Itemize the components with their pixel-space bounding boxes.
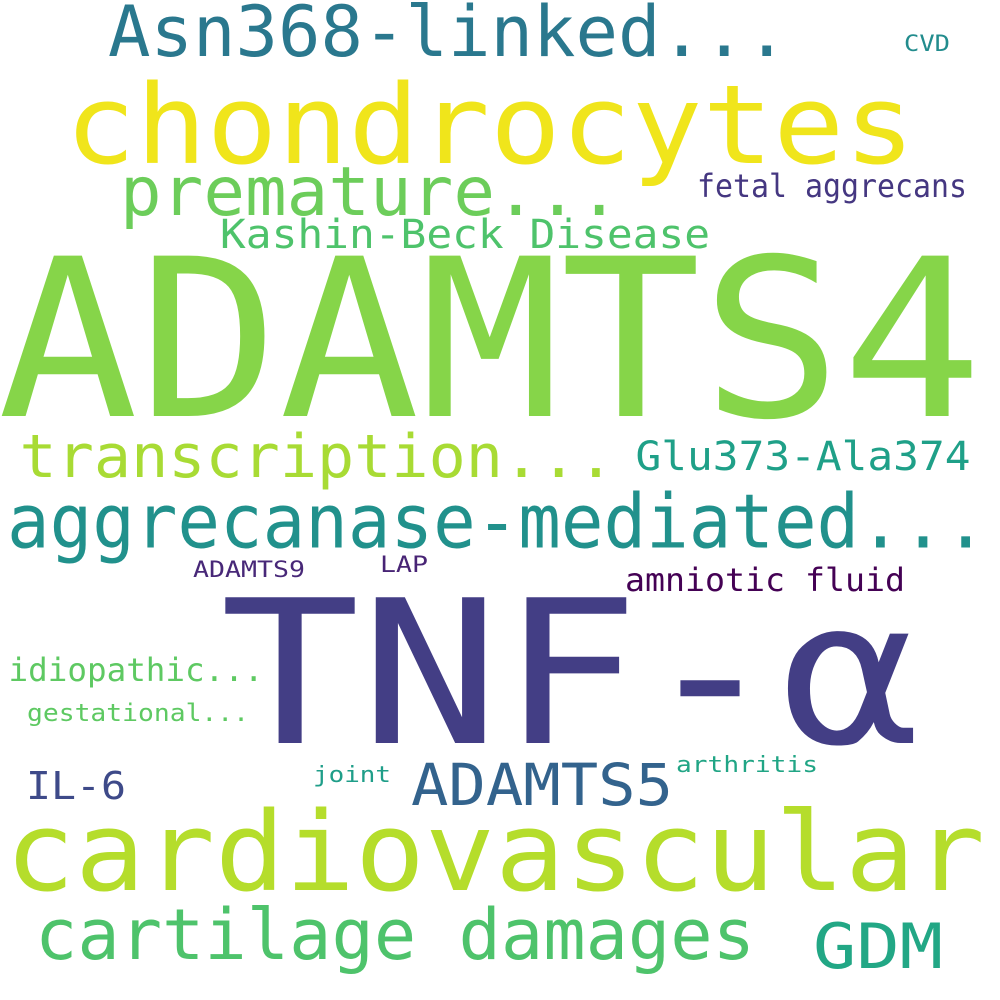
word-idiopathic: idiopathic... bbox=[8, 651, 264, 689]
word-fetal-aggrecans: fetal aggrecans bbox=[697, 167, 967, 205]
word-tnf-alpha: TNF-α bbox=[220, 558, 920, 791]
word-aggrecanase-mediated: aggrecanase-mediated... bbox=[7, 477, 987, 566]
word-glu373-ala374: Glu373-Ala374 bbox=[635, 434, 971, 480]
word-adamts5: ADAMTS5 bbox=[411, 751, 673, 819]
word-arthritis: arthritis bbox=[676, 753, 818, 778]
word-cvd: CVD bbox=[904, 32, 950, 57]
word-adamts4: ADAMTS4 bbox=[0, 212, 983, 468]
word-asn368-linked: Asn368-linked... bbox=[108, 0, 788, 73]
word-il-6: IL-6 bbox=[26, 764, 126, 808]
word-cardiovascular: cardiovascular bbox=[4, 788, 985, 916]
word-joint: joint bbox=[313, 763, 391, 788]
word-premature: premature... bbox=[120, 153, 621, 232]
word-gdm: GDM bbox=[813, 910, 943, 983]
word-adamts9: ADAMTS9 bbox=[193, 558, 305, 583]
word-kashin-beck-disease: Kashin-Beck Disease bbox=[220, 212, 710, 258]
word-lap: LAP bbox=[380, 553, 428, 578]
word-chondrocytes: chondrocytes bbox=[65, 61, 915, 189]
word-cartilage-damages: cartilage damages bbox=[35, 894, 755, 976]
word-gestational: gestational... bbox=[27, 699, 249, 727]
word-transcription: transcription... bbox=[19, 422, 615, 492]
word-amniotic-fluid: amniotic fluid bbox=[625, 561, 905, 599]
